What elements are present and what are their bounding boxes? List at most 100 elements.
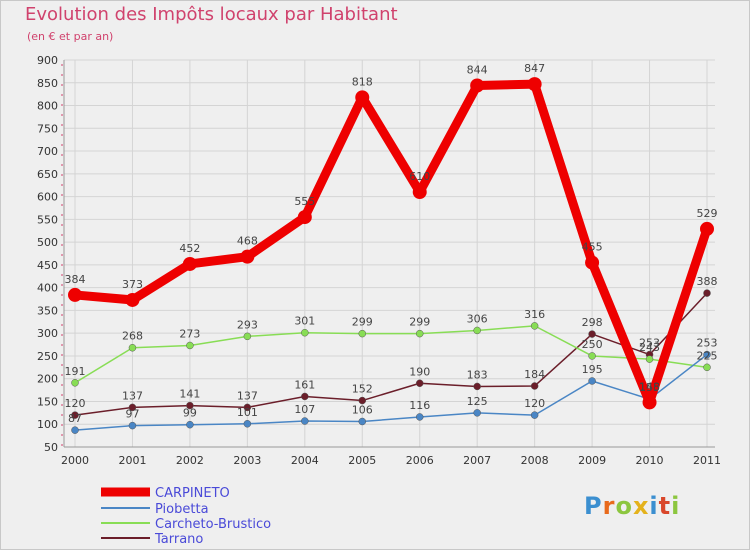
legend-label: CARPINETO — [155, 486, 230, 501]
data-label: 152 — [352, 383, 373, 396]
x-tick-label: 2007 — [463, 454, 491, 467]
data-point — [186, 341, 194, 350]
y-tick-label: 150 — [37, 395, 58, 408]
x-tick-label: 2004 — [291, 454, 319, 467]
data-point — [642, 395, 657, 410]
data-label: 253 — [697, 337, 718, 350]
data-point — [412, 185, 427, 200]
data-label: 107 — [294, 403, 315, 416]
data-label: 116 — [409, 399, 430, 412]
data-point — [588, 377, 596, 385]
data-point — [128, 343, 137, 352]
data-point — [301, 328, 309, 337]
data-point — [358, 417, 367, 426]
x-tick-label: 2000 — [61, 454, 89, 467]
data-label: 106 — [352, 404, 373, 417]
data-label: 191 — [65, 365, 86, 378]
data-label: 468 — [237, 235, 258, 248]
y-tick-label: 200 — [37, 373, 58, 386]
data-point — [588, 330, 596, 338]
data-label: 137 — [122, 389, 143, 402]
data-label: 141 — [179, 388, 200, 401]
data-point — [243, 332, 252, 341]
data-point — [415, 329, 424, 338]
data-label: 125 — [467, 395, 488, 408]
data-label: 253 — [639, 337, 660, 350]
x-tick-label: 2001 — [118, 454, 146, 467]
legend-label: Carcheto-Brustico — [155, 517, 271, 532]
data-label: 316 — [524, 308, 545, 321]
data-label: 97 — [125, 408, 139, 421]
legend: CARPINETOPiobettaCarcheto-BrusticoTarran… — [101, 486, 271, 547]
data-label: 455 — [582, 241, 603, 254]
data-label: 529 — [697, 207, 718, 220]
data-point — [186, 420, 194, 429]
data-label: 225 — [697, 349, 718, 362]
data-point — [358, 329, 367, 338]
data-label: 388 — [697, 275, 718, 288]
data-label: 243 — [639, 341, 660, 354]
data-label: 273 — [179, 327, 200, 340]
data-point — [470, 78, 485, 93]
series-line-tarrano — [74, 292, 708, 416]
series-line-piobetta — [74, 353, 708, 431]
data-label: 299 — [409, 316, 430, 329]
data-label: 137 — [237, 389, 258, 402]
data-point — [71, 411, 79, 419]
data-label: 99 — [183, 407, 197, 420]
data-point — [186, 401, 194, 410]
legend-label: Tarrano — [154, 532, 203, 547]
x-tick-label: 2005 — [348, 454, 376, 467]
data-point — [530, 382, 539, 390]
data-label: 384 — [65, 273, 86, 286]
series-lines — [68, 77, 714, 434]
x-tick-label: 2009 — [578, 454, 606, 467]
data-point — [68, 287, 82, 302]
data-point — [301, 392, 309, 401]
data-label: 161 — [294, 378, 315, 391]
x-tick-label: 2011 — [693, 454, 721, 467]
data-point — [125, 292, 140, 307]
data-point — [473, 409, 481, 417]
y-tick-label: 400 — [37, 282, 58, 295]
data-label: 268 — [122, 330, 143, 343]
x-tick-label: 2003 — [233, 454, 261, 467]
series-line-carpineto — [70, 79, 712, 407]
data-point — [297, 210, 312, 225]
data-point — [71, 379, 79, 387]
data-label: 101 — [237, 406, 258, 419]
data-label: 250 — [582, 338, 603, 351]
y-tick-label: 550 — [37, 213, 58, 226]
data-label: 844 — [467, 63, 488, 76]
y-tick-label: 800 — [37, 100, 58, 113]
data-point — [240, 249, 255, 264]
data-label: 298 — [582, 316, 603, 329]
data-label: 195 — [582, 363, 603, 376]
x-tick-label: 2008 — [521, 454, 549, 467]
data-point — [71, 426, 79, 434]
chart-title: Evolution des Impôts locaux par Habitant — [25, 4, 398, 25]
data-label: 120 — [65, 397, 86, 410]
data-point — [700, 221, 714, 236]
data-label: 555 — [294, 195, 315, 208]
data-point — [415, 379, 424, 388]
data-label: 818 — [352, 75, 373, 88]
y-tick-label: 500 — [37, 236, 58, 249]
axes: 50 100 150 200 250 300 350 400 450 500 550 600 650 70… — [37, 54, 721, 467]
data-point — [645, 355, 654, 363]
data-point — [415, 413, 424, 421]
data-point — [527, 77, 542, 92]
data-point — [585, 255, 600, 270]
data-point — [703, 350, 711, 359]
y-tick-label: 850 — [37, 77, 58, 90]
data-point — [301, 417, 309, 425]
data-point — [182, 256, 197, 271]
y-tick-label: 600 — [37, 191, 58, 204]
y-tick-label: 900 — [37, 54, 58, 67]
data-label: 610 — [409, 170, 430, 183]
data-point — [243, 403, 252, 412]
data-label: 190 — [409, 365, 430, 378]
y-tick-label: 450 — [37, 259, 58, 272]
data-label: 87 — [68, 412, 82, 425]
x-tick-label: 2002 — [176, 454, 204, 467]
